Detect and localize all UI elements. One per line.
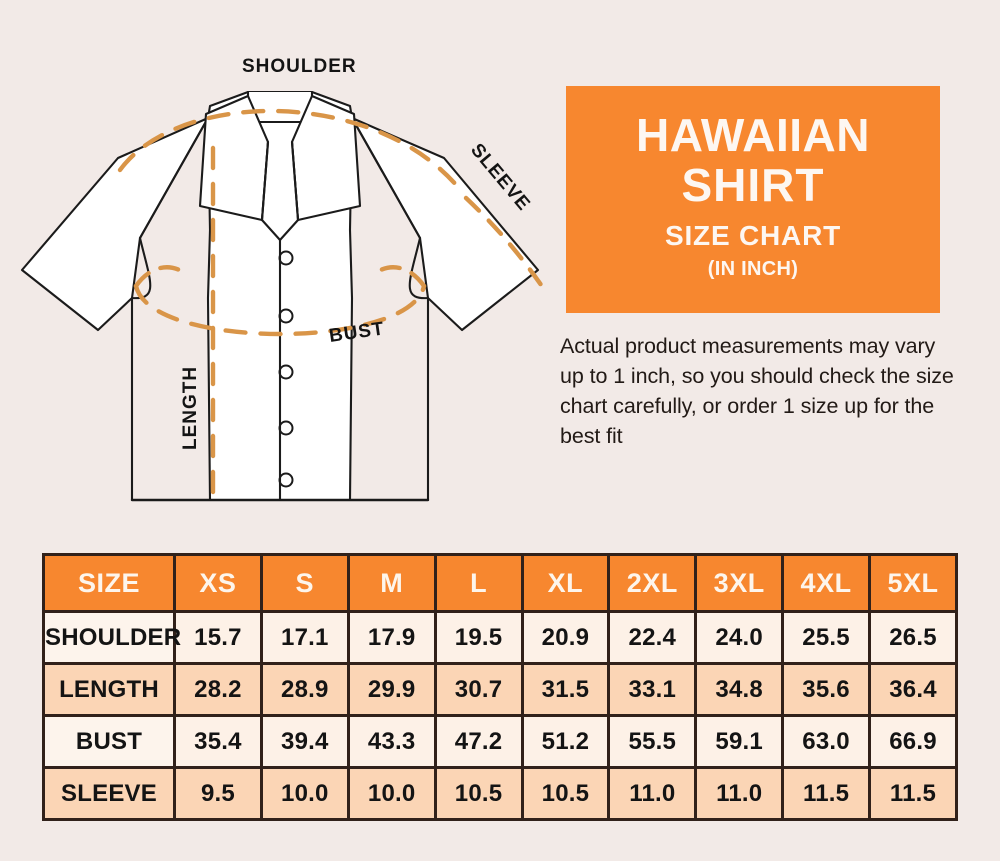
cell-shoulder-s: 17.1 [259,610,350,665]
cell-bust-5xl: 66.9 [868,714,958,769]
cell-bust-3xl: 59.1 [694,714,785,769]
cell-bust-xl: 51.2 [520,714,611,769]
cell-sleeve-5xl: 11.5 [868,766,958,821]
right-sleeve-shape [350,116,540,332]
hawaiian-shirt-illustration: SHOULDER SLEEVE BUST LENGTH [20,56,549,503]
cell-shoulder-3xl: 24.0 [694,610,785,665]
size-chart-table: SIZE XS S M L XL 2XL 3XL 4XL 5XL SHOULDE… [42,553,958,821]
right-shoulder-seam [350,116,422,240]
cell-length-m: 29.9 [346,662,437,717]
row-label-length: LENGTH [42,662,176,717]
bust-measure-line-left-cap [133,265,189,289]
cell-shoulder-2xl: 22.4 [607,610,698,665]
right-armhole [408,236,430,300]
cell-shoulder-l: 19.5 [433,610,524,665]
button-3 [278,364,294,380]
column-header-size: SIZE [42,553,176,613]
cell-sleeve-4xl: 11.5 [781,766,871,821]
sleeve-measure-line [463,195,549,295]
column-header-l: L [433,553,524,613]
title-block: HAWAIIAN SHIRT SIZE CHART (IN INCH) [566,86,940,313]
row-label-sleeve: SLEEVE [42,766,176,821]
cell-length-xs: 28.2 [173,662,263,717]
length-label: LENGTH [180,366,201,450]
cell-shoulder-xs: 15.7 [173,610,263,665]
bust-measure-line-right-cap [371,265,427,289]
cell-bust-4xl: 63.0 [781,714,871,769]
column-header-m: M [346,553,437,613]
description-text: Actual product measurements may vary up … [560,334,954,448]
row-label-shoulder: SHOULDER [42,610,181,665]
table-row: SHOULDER 15.7 17.1 17.9 19.5 20.9 22.4 2… [42,610,958,665]
cell-bust-m: 43.3 [346,714,437,769]
title-subtitle: SIZE CHART [665,219,841,251]
cell-shoulder-5xl: 26.5 [868,610,958,665]
table-row: BUST 35.4 39.4 43.3 47.2 51.2 55.5 59.1 … [42,714,958,769]
table-header: SIZE XS S M L XL 2XL 3XL 4XL 5XL [42,553,958,613]
title-line-2: SHIRT [681,159,825,212]
left-shoulder-seam [138,116,210,240]
shoulder-label: SHOULDER [242,56,357,77]
cell-length-4xl: 35.6 [781,662,871,717]
cell-bust-2xl: 55.5 [607,714,698,769]
bust-measure-line [133,283,427,337]
cell-sleeve-2xl: 11.0 [607,766,698,821]
cell-bust-xs: 35.4 [173,714,263,769]
cell-length-3xl: 34.8 [694,662,785,717]
cell-sleeve-s: 10.0 [259,766,350,821]
right-collar-leaf [290,94,362,222]
cell-sleeve-3xl: 11.0 [694,766,785,821]
table-body: SHOULDER 15.7 17.1 17.9 19.5 20.9 22.4 2… [42,610,958,821]
table-header-row: SIZE XS S M L XL 2XL 3XL 4XL 5XL [42,553,958,613]
cell-bust-l: 47.2 [433,714,524,769]
column-header-2xl: 2XL [607,553,698,613]
button-group [278,250,294,488]
cell-length-s: 28.9 [259,662,350,717]
column-header-xl: XL [520,553,611,613]
cell-shoulder-m: 17.9 [346,610,437,665]
left-lapel-fold [260,140,270,222]
column-header-xs: XS [173,553,263,613]
button-1 [278,250,294,266]
cell-shoulder-4xl: 25.5 [781,610,871,665]
size-chart-table-wrapper: SIZE XS S M L XL 2XL 3XL 4XL 5XL SHOULDE… [42,553,958,821]
cell-length-xl: 31.5 [520,662,611,717]
cell-length-l: 30.7 [433,662,524,717]
button-5 [278,472,294,488]
cell-sleeve-m: 10.0 [346,766,437,821]
column-header-3xl: 3XL [694,553,785,613]
title-line-1: HAWAIIAN [636,109,870,162]
cell-bust-s: 39.4 [259,714,350,769]
title-unit: (IN INCH) [707,257,799,280]
table-row: LENGTH 28.2 28.9 29.9 30.7 31.5 33.1 34.… [42,662,958,717]
shoulder-measure-line [117,108,465,195]
cell-length-2xl: 33.1 [607,662,698,717]
button-4 [278,420,294,436]
column-header-s: S [259,553,350,613]
cell-sleeve-xs: 9.5 [173,766,263,821]
cell-shoulder-xl: 20.9 [520,610,611,665]
cell-sleeve-xl: 10.5 [520,766,611,821]
left-collar-leaf [198,94,270,222]
column-header-5xl: 5XL [868,553,958,613]
left-sleeve-shape [20,116,210,332]
row-label-bust: BUST [42,714,176,769]
cell-sleeve-l: 10.5 [433,766,524,821]
table-row: SLEEVE 9.5 10.0 10.0 10.5 10.5 11.0 11.0… [42,766,958,821]
right-lapel-fold [290,140,300,222]
cell-length-5xl: 36.4 [868,662,958,717]
button-2 [278,308,294,324]
column-header-4xl: 4XL [781,553,871,613]
